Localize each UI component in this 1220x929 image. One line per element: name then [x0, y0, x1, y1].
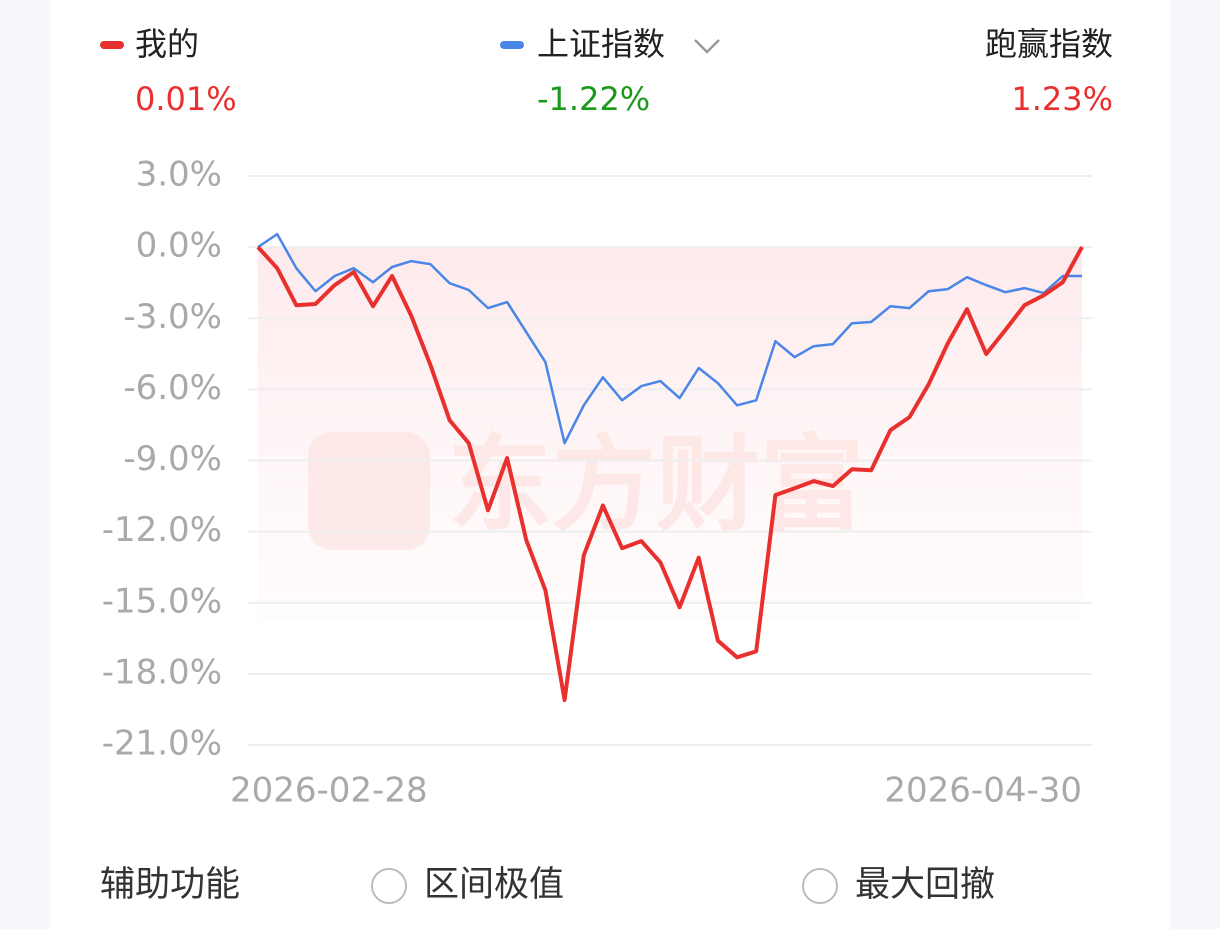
- y-tick-label: -9.0%: [123, 439, 222, 479]
- dropdown-chevron[interactable]: [694, 39, 720, 54]
- series-line: [257, 232, 1082, 445]
- y-tick-label: -6.0%: [123, 368, 222, 408]
- x-tick-label: 2026-02-28: [230, 771, 428, 811]
- y-tick-label: -18.0%: [102, 652, 222, 692]
- outperform-value: 1.23%: [1011, 80, 1113, 118]
- y-tick-label: -15.0%: [102, 581, 222, 621]
- radio-label[interactable]: 区间极值: [424, 865, 564, 905]
- y-tick-label: -21.0%: [102, 724, 222, 764]
- legend-label[interactable]: 我的: [135, 25, 199, 63]
- radio-button[interactable]: [802, 868, 838, 904]
- x-tick-label: 2026-04-30: [884, 771, 1082, 811]
- y-tick-label: 3.0%: [136, 155, 222, 195]
- legend-marker: [100, 41, 124, 49]
- legend-marker: [500, 41, 524, 49]
- radio-label[interactable]: 最大回撤: [855, 865, 995, 905]
- controls-title: 辅助功能: [100, 865, 240, 905]
- series-line: [256, 245, 1084, 702]
- outperform-label: 跑赢指数: [985, 25, 1113, 63]
- legend-value: 0.01%: [135, 80, 237, 118]
- legend-label[interactable]: 上证指数: [537, 25, 665, 63]
- y-tick-label: -3.0%: [123, 297, 222, 337]
- radio-button[interactable]: [371, 868, 407, 904]
- y-tick-label: -12.0%: [102, 510, 222, 550]
- legend-value: -1.22%: [537, 80, 650, 118]
- y-tick-label: 0.0%: [136, 226, 222, 266]
- watermark: 东方财富: [448, 423, 864, 545]
